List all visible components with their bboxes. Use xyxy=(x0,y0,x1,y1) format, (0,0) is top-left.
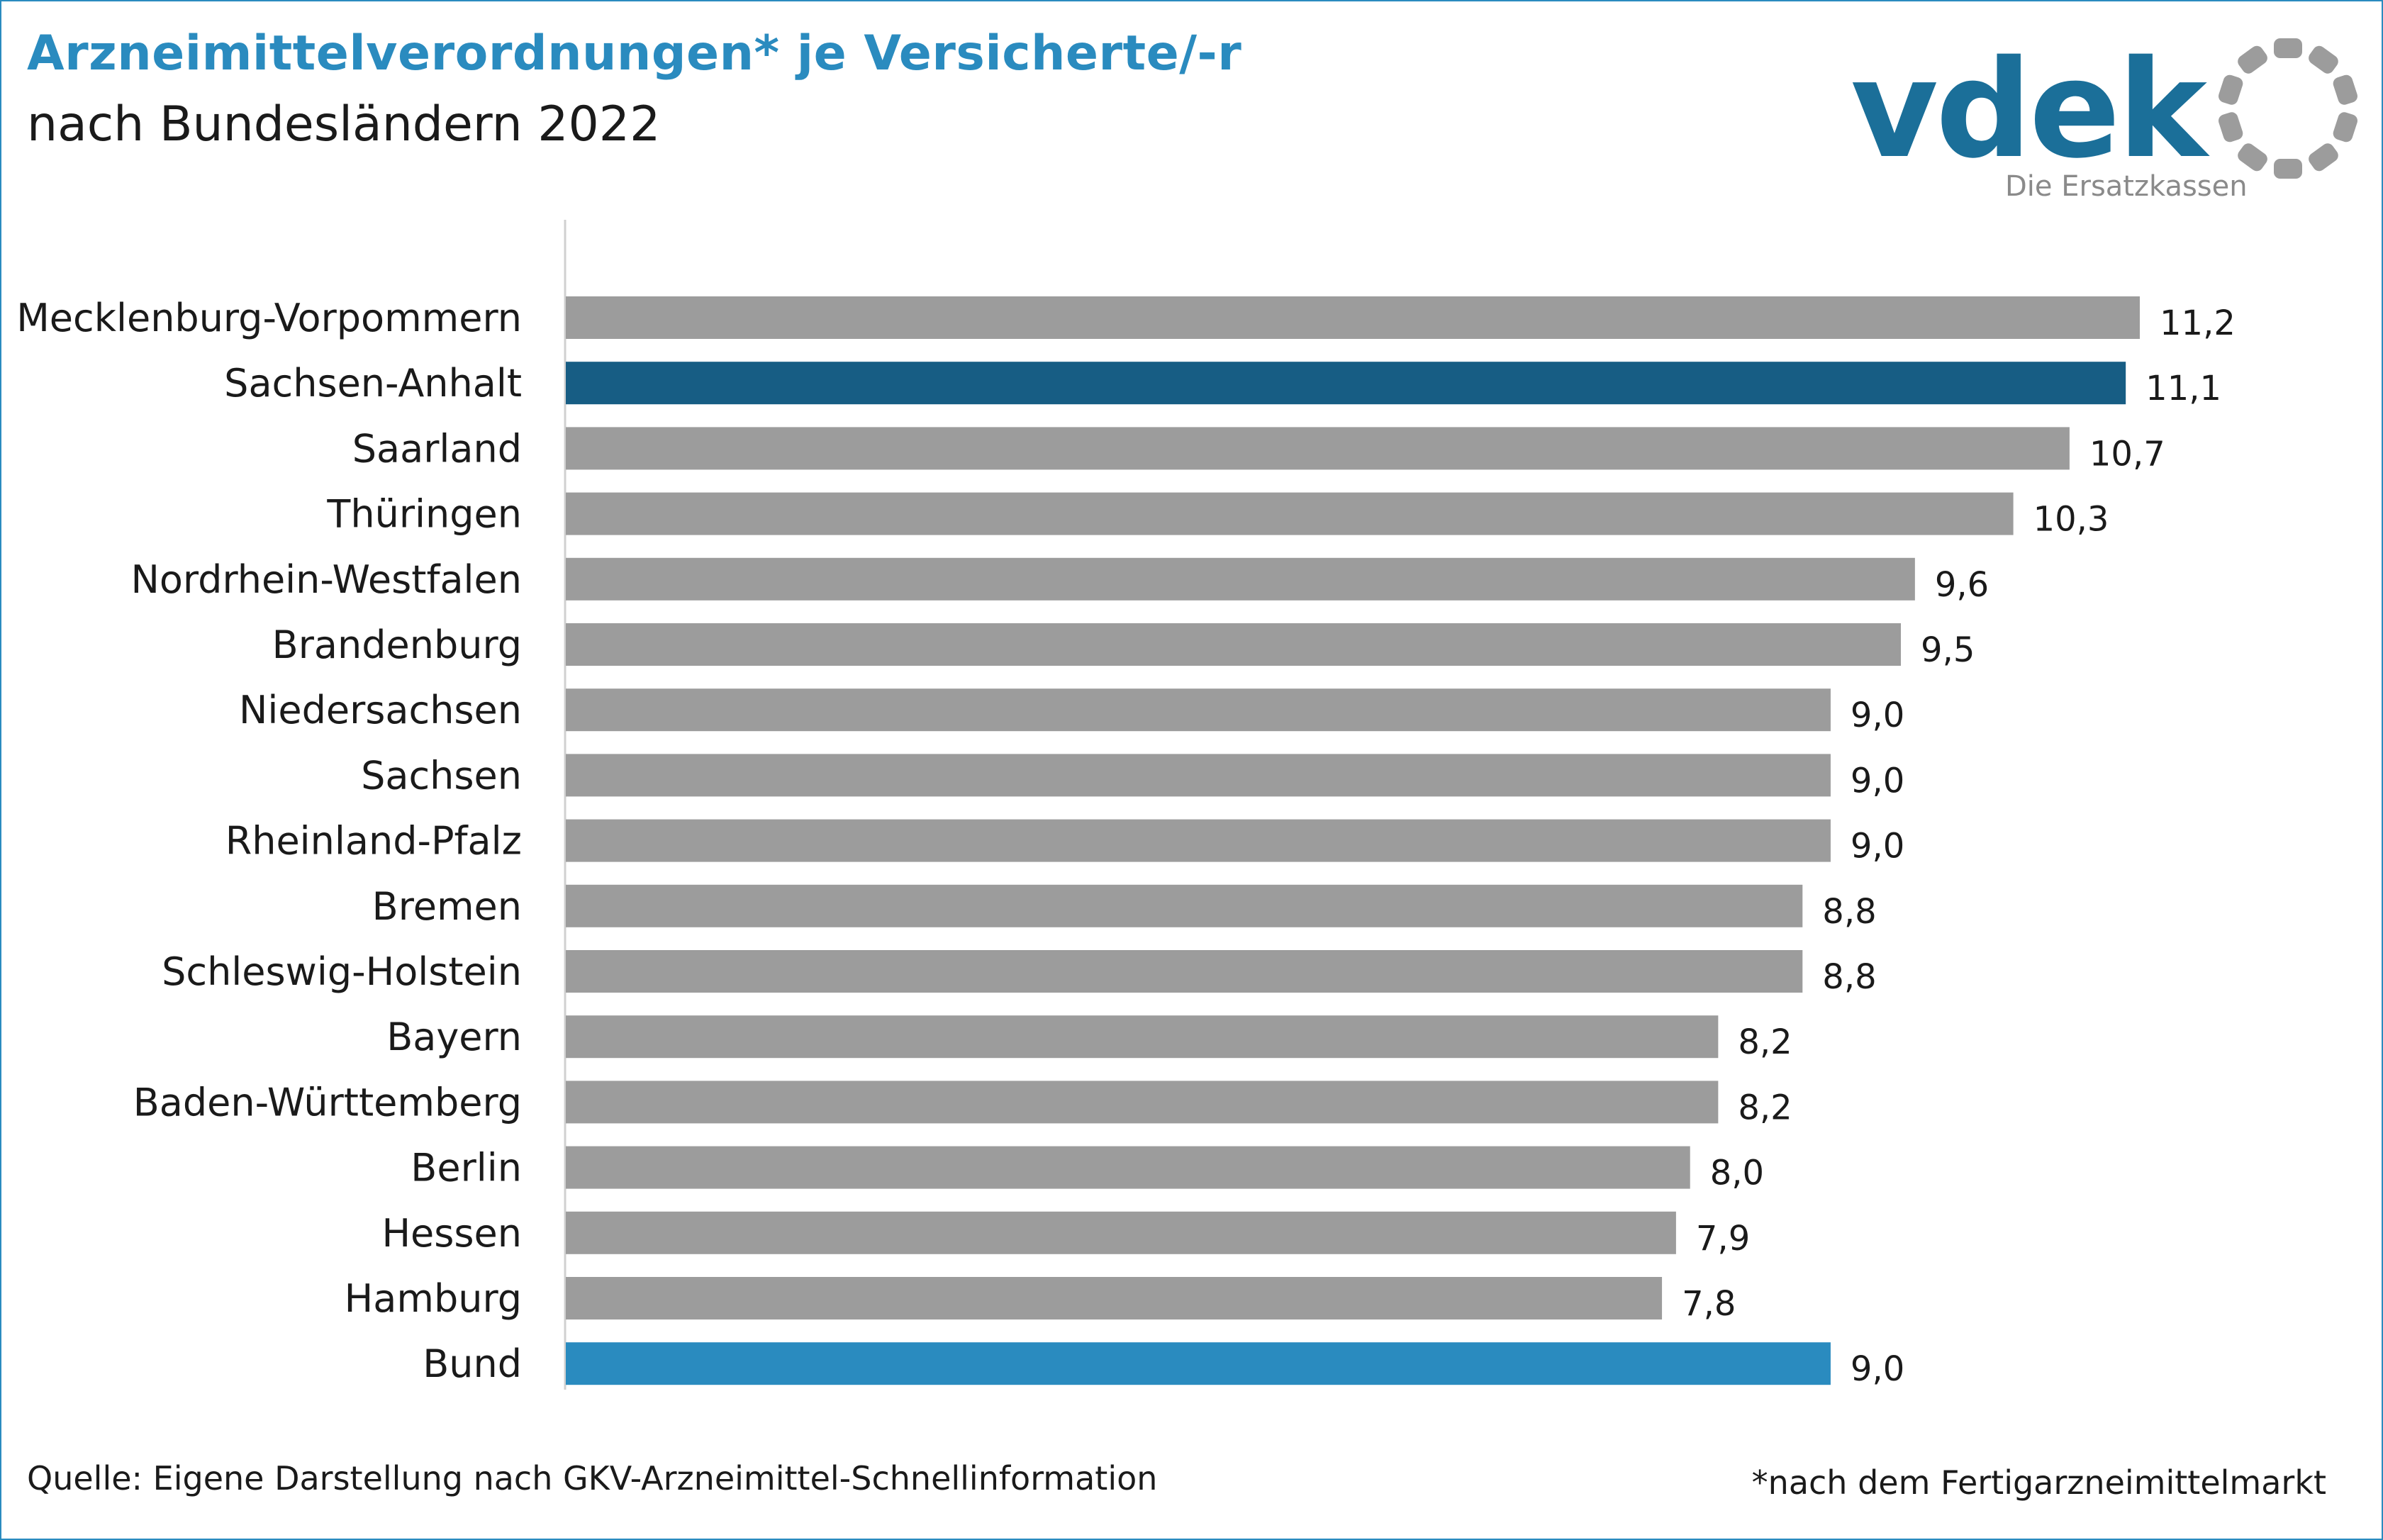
chart-subtitle: nach Bundesländern 2022 xyxy=(27,96,661,152)
bar-saarland xyxy=(566,427,2070,470)
bar-bund xyxy=(566,1342,1831,1385)
logo-ring-segment xyxy=(2238,45,2267,74)
category-label: Rheinland-Pfalz xyxy=(225,819,522,864)
logo-ring-segment xyxy=(2309,143,2338,172)
value-label: 11,2 xyxy=(2160,303,2236,343)
vdek-logo: vdek Die Ersatzkassen xyxy=(1851,31,2357,203)
logo-ring-segment xyxy=(2309,45,2338,74)
category-label: Saarland xyxy=(352,426,522,471)
bar-mecklenburg-vorpommern xyxy=(566,296,2140,339)
logo-wordmark: vdek xyxy=(1851,31,2210,188)
bar-hamburg xyxy=(566,1277,1663,1319)
category-label: Thüringen xyxy=(326,492,522,537)
bar-rheinland-pfalz xyxy=(566,819,1831,862)
value-label: 9,6 xyxy=(1935,565,1989,605)
category-label: Bund xyxy=(423,1341,522,1386)
value-label: 9,0 xyxy=(1851,761,1904,800)
value-label: 7,8 xyxy=(1682,1284,1736,1324)
value-label: 8,2 xyxy=(1738,1022,1792,1062)
chart-title: Arzneimittelverordnungen* je Versicherte… xyxy=(27,26,1242,82)
bar-sachsen-anhalt xyxy=(566,362,2126,405)
value-label: 7,9 xyxy=(1696,1219,1750,1259)
category-label: Brandenburg xyxy=(272,623,522,667)
bar-hessen xyxy=(566,1211,1676,1254)
category-label: Baden-Württemberg xyxy=(133,1080,522,1125)
bar-niedersachsen xyxy=(566,688,1831,732)
bar-berlin xyxy=(566,1146,1690,1189)
category-label: Hamburg xyxy=(345,1276,522,1321)
bar-brandenburg xyxy=(566,623,1902,666)
logo-ring-segment xyxy=(2333,74,2357,105)
logo-ring-segment xyxy=(2238,143,2267,172)
logo-tagline: Die Ersatzkassen xyxy=(2005,170,2248,203)
bar-thüringen xyxy=(566,492,2014,535)
category-label: Nordrhein-Westfalen xyxy=(131,557,523,602)
value-label: 9,0 xyxy=(1851,827,1904,866)
category-label: Berlin xyxy=(411,1146,522,1190)
bar-bayern xyxy=(566,1015,1719,1059)
category-label: Hessen xyxy=(381,1211,522,1256)
bar-sachsen xyxy=(566,754,1831,797)
bar-baden-württemberg xyxy=(566,1081,1719,1124)
category-label: Niedersachsen xyxy=(239,688,522,732)
category-label: Mecklenburg-Vorpommern xyxy=(16,296,522,340)
logo-ring-icon xyxy=(2219,38,2357,179)
value-label: 8,0 xyxy=(1710,1154,1764,1193)
value-label: 8,8 xyxy=(1822,892,1876,932)
value-label: 9,0 xyxy=(1851,696,1904,735)
value-label: 9,5 xyxy=(1921,630,1975,670)
logo-ring-segment xyxy=(2274,38,2302,58)
logo-ring-segment xyxy=(2219,112,2243,143)
source-note: Quelle: Eigene Darstellung nach GKV-Arzn… xyxy=(27,1459,1158,1497)
category-label: Bayern xyxy=(386,1015,522,1059)
value-label: 8,8 xyxy=(1822,957,1876,997)
value-label: 10,7 xyxy=(2089,434,2165,474)
bar-nordrhein-westfalen xyxy=(566,557,1915,601)
category-label: Bremen xyxy=(372,884,522,929)
value-label: 8,2 xyxy=(1738,1088,1792,1127)
value-label: 9,0 xyxy=(1851,1349,1904,1389)
category-label: Schleswig-Holstein xyxy=(162,949,522,994)
logo-ring-segment xyxy=(2274,159,2302,179)
logo-ring-segment xyxy=(2219,74,2243,105)
bar-bremen xyxy=(566,884,1803,927)
category-label: Sachsen xyxy=(361,753,522,798)
category-label: Sachsen-Anhalt xyxy=(224,361,522,406)
footnote: *nach dem Fertigarzneimittelmarkt xyxy=(1751,1463,2326,1502)
value-label: 11,1 xyxy=(2145,369,2221,408)
value-label: 10,3 xyxy=(2033,500,2109,540)
logo-ring-segment xyxy=(2333,112,2357,143)
bar-schleswig-holstein xyxy=(566,950,1803,993)
